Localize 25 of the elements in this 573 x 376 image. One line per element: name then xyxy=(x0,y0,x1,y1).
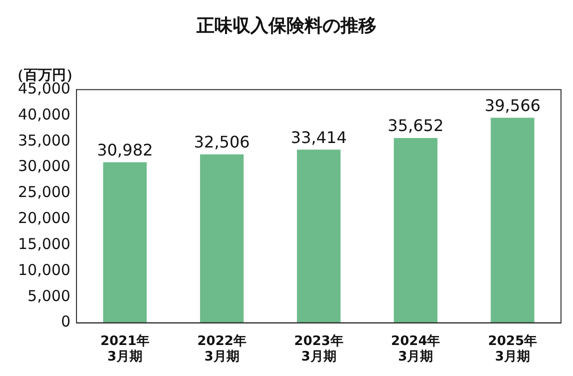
y-tick-label: 40,000 xyxy=(18,105,70,124)
y-tick-label: 20,000 xyxy=(18,209,70,228)
y-tick-label: 30,000 xyxy=(18,157,70,176)
x-tick-label: 2024年 3月期 xyxy=(391,334,440,365)
x-tick-label: 2025年 3月期 xyxy=(488,334,538,365)
data-label: 32,506 xyxy=(194,132,250,152)
y-tick-label: 35,000 xyxy=(18,131,70,150)
y-tick-label: 25,000 xyxy=(18,183,70,202)
data-label: 33,414 xyxy=(290,128,347,147)
y-tick-label: 0 xyxy=(60,312,70,331)
data-label: 30,982 xyxy=(96,140,153,160)
chart-title: 正味収入保険料の推移 xyxy=(196,15,376,36)
bar xyxy=(200,154,244,323)
x-tick-label: 2022年 3月期 xyxy=(197,334,246,365)
x-tick-label: 2023年 3月期 xyxy=(294,334,344,365)
x-tick-label: 2021年 3月期 xyxy=(100,334,150,365)
bar xyxy=(394,138,438,323)
data-label: 35,652 xyxy=(388,116,444,136)
y-tick-label: 15,000 xyxy=(18,234,70,253)
data-label: 39,566 xyxy=(484,96,541,115)
bar xyxy=(296,150,341,323)
y-tick-label: 5,000 xyxy=(28,286,70,305)
bar xyxy=(490,118,534,323)
bar xyxy=(103,162,147,323)
y-tick-label: 10,000 xyxy=(18,260,70,279)
